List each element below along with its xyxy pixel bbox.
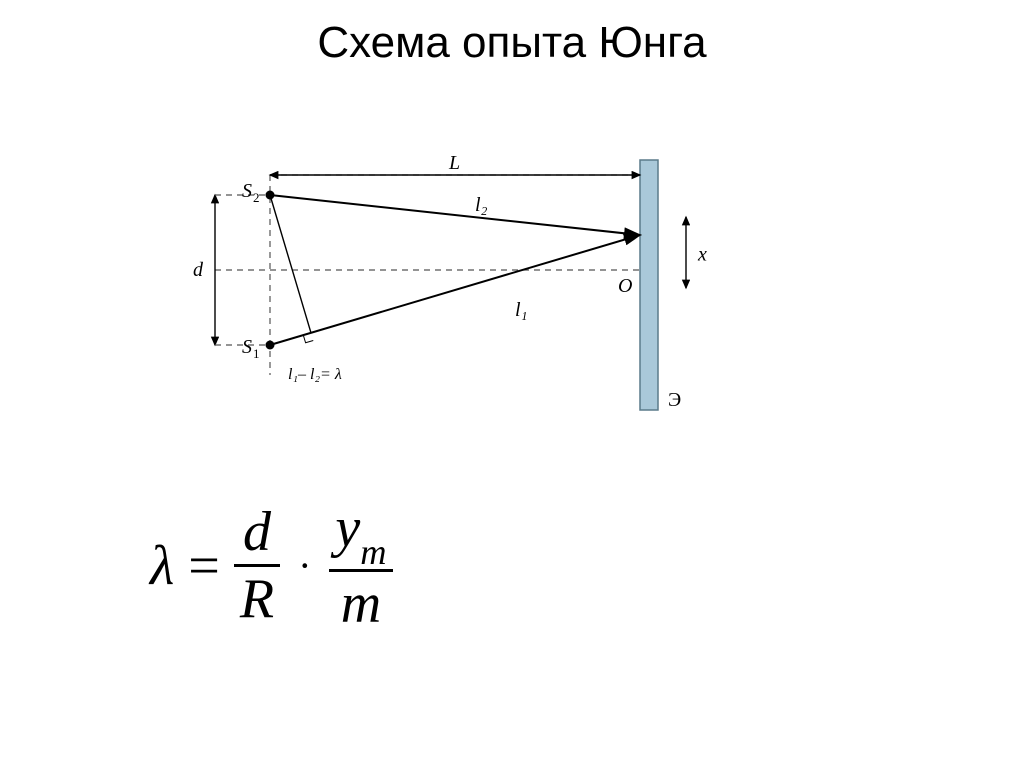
svg-text:x: x: [697, 244, 707, 266]
svg-text:1: 1: [253, 346, 260, 361]
svg-text:l₂: l₂: [475, 194, 488, 216]
frac2-denominator: m: [335, 576, 387, 632]
diagram-svg: S2S1dLl₂l₁OxЭl₁– l₂= λ: [170, 140, 750, 440]
svg-text:O: O: [618, 275, 632, 297]
page-title: Схема опыта Юнга: [0, 18, 1024, 68]
frac1-numerator: d: [237, 504, 277, 560]
svg-text:L: L: [448, 152, 460, 174]
svg-text:l₁– l₂= λ: l₁– l₂= λ: [288, 366, 342, 383]
youngs-experiment-diagram: S2S1dLl₂l₁OxЭl₁– l₂= λ: [170, 140, 750, 440]
fraction-ym-over-m: ym m: [329, 500, 392, 632]
fraction-d-over-R: d R: [234, 504, 280, 627]
svg-text:Э: Э: [668, 389, 681, 411]
svg-text:2: 2: [253, 190, 260, 205]
frac2-num-base: y: [335, 497, 360, 559]
frac2-numerator: ym: [329, 500, 392, 565]
svg-text:d: d: [193, 259, 204, 281]
equals-sign: =: [188, 534, 220, 598]
frac1-denominator: R: [234, 571, 280, 627]
svg-text:l₁: l₁: [515, 299, 528, 321]
wavelength-formula: λ = d R · ym m: [150, 500, 393, 632]
frac1-bar: [234, 564, 280, 567]
frac2-num-sub: m: [360, 532, 386, 572]
svg-text:S: S: [242, 180, 252, 202]
svg-text:S: S: [242, 336, 252, 358]
multiplication-dot: ·: [294, 542, 315, 589]
lambda-symbol: λ: [150, 534, 174, 598]
